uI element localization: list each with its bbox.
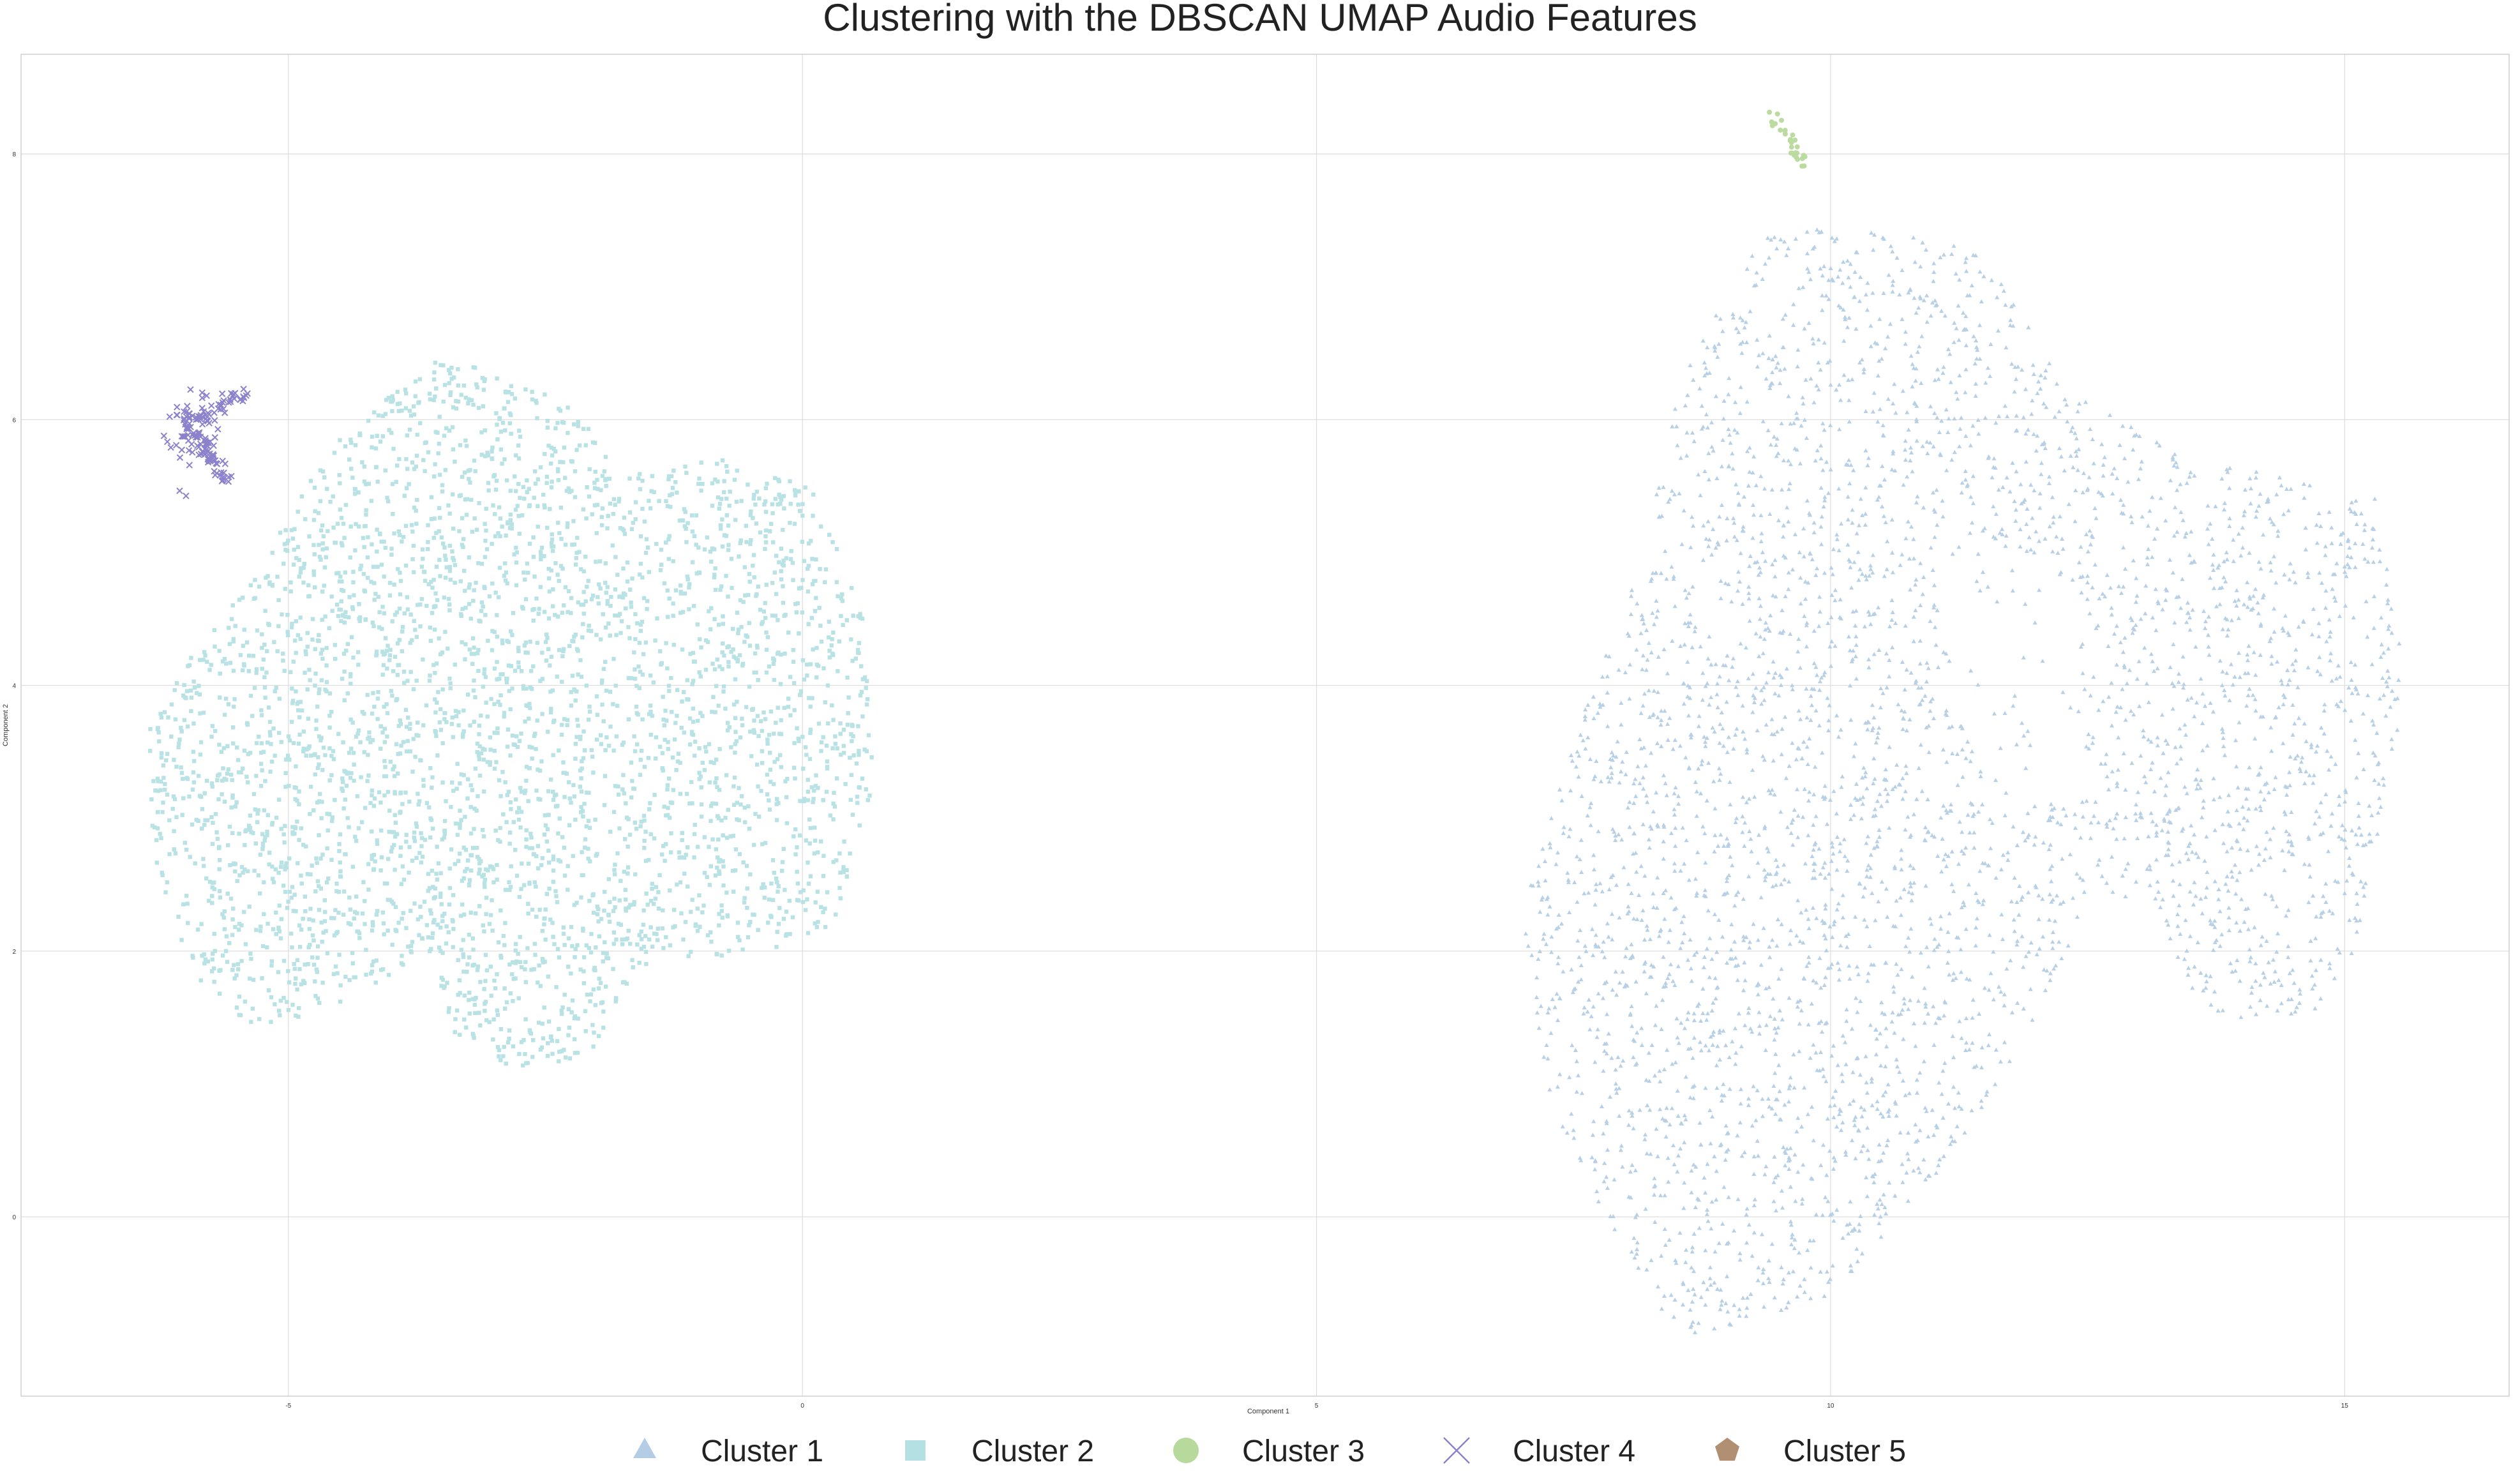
- legend-marker-x-icon: [1443, 1437, 1470, 1464]
- scatter-markers: [1767, 109, 1808, 169]
- series-cluster-1: [1523, 227, 2402, 1334]
- y-tick-label: 8: [12, 151, 16, 158]
- legend-marker-triangle-icon: [633, 1438, 656, 1458]
- legend-item: Cluster 5: [1714, 1434, 1906, 1468]
- legend-label: Cluster 4: [1513, 1434, 1635, 1468]
- x-tick-label: -5: [285, 1403, 291, 1410]
- y-axis-label: Component 2: [2, 704, 10, 746]
- legend-marker-pentagon-icon: [1714, 1438, 1740, 1461]
- legend-item: Cluster 4: [1443, 1434, 1635, 1468]
- y-tick-label: 6: [12, 417, 16, 424]
- x-tick-label: 10: [1827, 1403, 1834, 1410]
- legend-label: Cluster 1: [701, 1434, 823, 1468]
- legend-item: Cluster 3: [1173, 1434, 1365, 1468]
- y-tick-label: 2: [12, 949, 16, 956]
- legend-item: Cluster 2: [905, 1434, 1094, 1468]
- series-cluster-3: [1767, 109, 1808, 169]
- x-tick-label: 15: [2341, 1403, 2349, 1410]
- chart-title: Clustering with the DBSCAN UMAP Audio Fe…: [823, 0, 1697, 39]
- y-tick-label: 0: [12, 1214, 16, 1221]
- series-cluster-4: [160, 386, 251, 500]
- plot-area-frame: [20, 54, 2510, 1397]
- scatter-markers: [147, 360, 874, 1068]
- scatter-points: [147, 109, 2402, 1334]
- legend-marker-circle-icon: [1173, 1438, 1199, 1463]
- scatter-markers: [160, 386, 251, 500]
- y-tick-label: 4: [12, 683, 16, 690]
- scatter-markers: [1523, 227, 2402, 1334]
- legend-label: Cluster 3: [1242, 1434, 1365, 1468]
- legend-item: Cluster 1: [633, 1434, 823, 1468]
- x-axis-label: Component 1: [1247, 1408, 1289, 1415]
- legend-label: Cluster 5: [1783, 1434, 1906, 1468]
- x-tick-label: 0: [800, 1403, 804, 1410]
- gridlines: [21, 54, 2509, 1396]
- legend-marker-square-icon: [905, 1440, 926, 1461]
- legend: Cluster 1 Cluster 2 Cluster 3 Cluster 4 Clus…: [633, 1434, 1906, 1468]
- tick-labels: -5 0 5 10 15 0 2 4 6 8: [12, 151, 2348, 1410]
- legend-label: Cluster 2: [971, 1434, 1094, 1468]
- series-cluster-2: [147, 360, 874, 1068]
- x-tick-label: 5: [1315, 1403, 1319, 1410]
